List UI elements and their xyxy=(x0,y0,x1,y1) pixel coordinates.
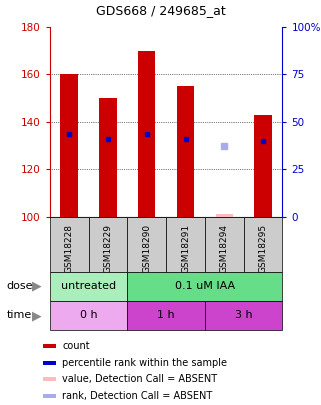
Text: value, Detection Call = ABSENT: value, Detection Call = ABSENT xyxy=(63,374,218,384)
Bar xyxy=(50,272,127,301)
Text: ▶: ▶ xyxy=(32,280,42,293)
Text: 0 h: 0 h xyxy=(80,311,97,320)
Bar xyxy=(127,301,205,330)
Text: untreated: untreated xyxy=(61,281,116,291)
Bar xyxy=(43,344,56,348)
Bar xyxy=(50,301,127,330)
Bar xyxy=(127,272,282,301)
Bar xyxy=(127,217,166,272)
Text: GSM18290: GSM18290 xyxy=(142,224,151,273)
Text: rank, Detection Call = ABSENT: rank, Detection Call = ABSENT xyxy=(63,391,213,401)
Text: GSM18295: GSM18295 xyxy=(259,224,268,273)
Bar xyxy=(166,217,205,272)
Text: time: time xyxy=(6,311,32,320)
Bar xyxy=(89,217,127,272)
Bar xyxy=(216,213,233,217)
Text: ▶: ▶ xyxy=(32,309,42,322)
Bar xyxy=(60,75,78,217)
Text: GDS668 / 249685_at: GDS668 / 249685_at xyxy=(96,4,225,17)
Bar xyxy=(99,98,117,217)
Bar xyxy=(43,361,56,365)
Text: 3 h: 3 h xyxy=(235,311,253,320)
Bar xyxy=(177,86,194,217)
Text: count: count xyxy=(63,341,90,351)
Bar xyxy=(244,217,282,272)
Text: percentile rank within the sample: percentile rank within the sample xyxy=(63,358,228,368)
Bar xyxy=(43,394,56,398)
Text: GSM18291: GSM18291 xyxy=(181,224,190,273)
Text: GSM18294: GSM18294 xyxy=(220,224,229,273)
Text: 1 h: 1 h xyxy=(157,311,175,320)
Bar xyxy=(138,51,155,217)
Bar xyxy=(43,377,56,381)
Bar xyxy=(254,115,272,217)
Bar xyxy=(205,301,282,330)
Text: 0.1 uM IAA: 0.1 uM IAA xyxy=(175,281,235,291)
Bar xyxy=(50,217,89,272)
Text: dose: dose xyxy=(6,281,33,291)
Text: GSM18228: GSM18228 xyxy=(65,224,74,273)
Text: GSM18229: GSM18229 xyxy=(103,224,112,273)
Bar xyxy=(205,217,244,272)
